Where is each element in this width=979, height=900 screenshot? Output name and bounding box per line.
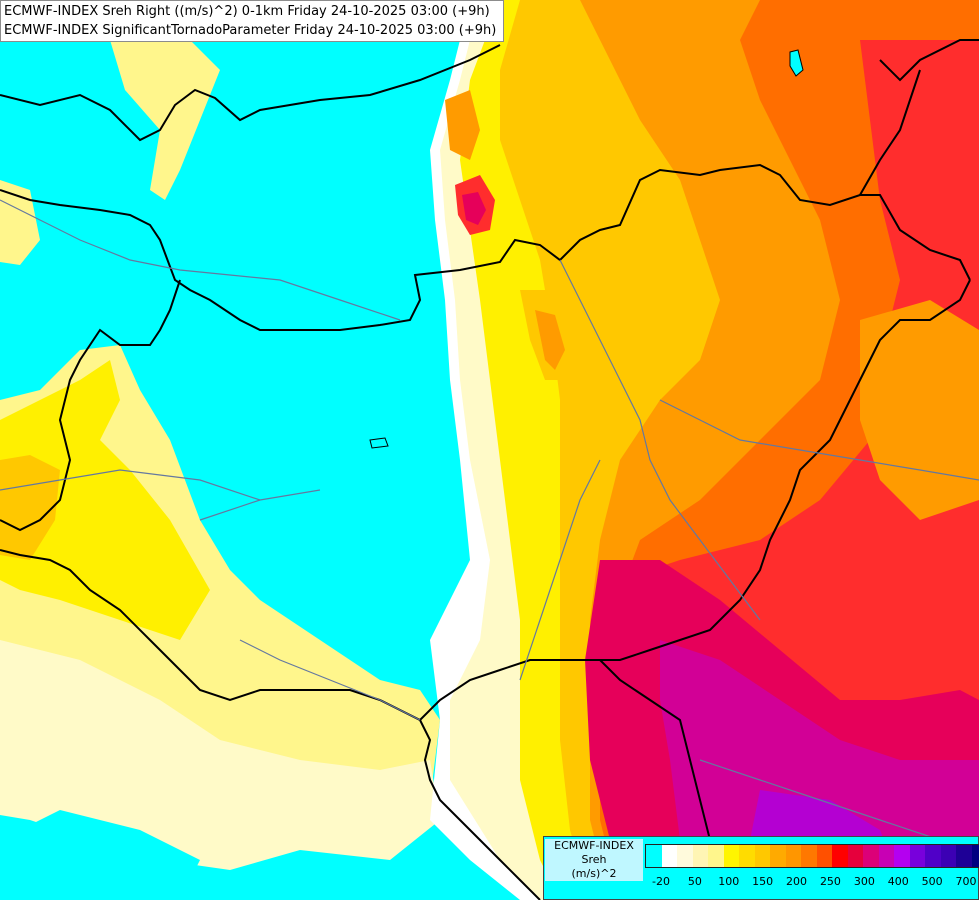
field-pale-southwest	[0, 640, 440, 870]
field-orange-north-blob	[445, 90, 480, 160]
legend-swatch-14	[863, 845, 879, 867]
legend-tick-label: 700	[955, 875, 977, 888]
legend-swatch-5	[723, 845, 739, 867]
color-legend: ECMWF-INDEX Sreh (m/s)^2 -20 50 100 150 200 2…	[543, 836, 979, 900]
border-south	[419, 719, 541, 900]
legend-source: ECMWF-INDEX	[554, 839, 634, 852]
border-north	[0, 44, 501, 142]
legend-swatch-12	[832, 845, 848, 867]
river-1	[0, 199, 401, 321]
border-hungary-south	[0, 279, 971, 722]
legend-tick-label: 150	[752, 875, 774, 888]
field-cyan-southwest	[0, 810, 200, 900]
legend-tick-label: 250	[819, 875, 841, 888]
legend-swatch-9	[785, 845, 801, 867]
title-line-2: ECMWF-INDEX SignificantTornadoParameter …	[4, 23, 497, 38]
border-northeast	[859, 69, 921, 196]
river-3	[659, 399, 979, 481]
legend-swatch-10	[801, 845, 817, 867]
legend-swatch-21	[971, 845, 979, 867]
field-yellow-north-strip	[110, 30, 220, 200]
legend-tick-label: 100	[718, 875, 740, 888]
field-crimson-north-blob	[462, 192, 486, 225]
field-gold-west	[0, 455, 60, 560]
legend-swatch-16	[894, 845, 910, 867]
lakes	[369, 49, 804, 449]
legend-swatch-4	[708, 845, 724, 867]
legend-swatch-3	[692, 845, 708, 867]
legend-swatch-1	[661, 845, 677, 867]
legend-swatch-6	[739, 845, 755, 867]
border-east	[879, 39, 979, 82]
legend-swatch-18	[925, 845, 941, 867]
border-north-west	[0, 163, 971, 331]
border-vertical-west	[0, 279, 181, 532]
legend-swatch-2	[677, 845, 693, 867]
legend-tick-label: 200	[786, 875, 808, 888]
legend-swatch-0	[646, 845, 662, 867]
river-8	[239, 639, 421, 721]
field-yellow-west	[0, 180, 40, 265]
legend-tick-label: -20	[652, 875, 670, 888]
river-2	[559, 259, 761, 621]
legend-tick-label: 400	[887, 875, 909, 888]
legend-ticks: -20 50 100 150 200 250 300 400 500 700	[639, 875, 979, 891]
legend-swatch-20	[956, 845, 972, 867]
legend-swatch-19	[940, 845, 956, 867]
legend-tick-label: 50	[687, 875, 702, 888]
legend-swatch-8	[770, 845, 786, 867]
legend-tick-label: 300	[853, 875, 875, 888]
field-magenta	[660, 640, 979, 900]
field-yellow-west-3	[0, 360, 210, 640]
field-cyan-south	[230, 860, 400, 900]
legend-swatches	[645, 844, 979, 868]
river-6	[0, 469, 261, 501]
legend-variable: Sreh	[581, 853, 607, 866]
field-orange-strip	[535, 310, 565, 370]
legend-swatch-15	[878, 845, 894, 867]
map-title-box: ECMWF-INDEX Sreh Right ((m/s)^2) 0-1km F…	[0, 0, 504, 42]
lake-2	[789, 49, 804, 77]
legend-swatch-17	[909, 845, 925, 867]
legend-swatch-13	[847, 845, 863, 867]
legend-label: ECMWF-INDEX Sreh (m/s)^2	[545, 839, 643, 881]
title-line-1: ECMWF-INDEX Sreh Right ((m/s)^2) 0-1km F…	[4, 4, 490, 19]
legend-unit: (m/s)^2	[571, 867, 617, 880]
legend-tick-label: 500	[921, 875, 943, 888]
country-borders	[0, 39, 979, 900]
legend-swatch-11	[816, 845, 832, 867]
legend-swatch-7	[754, 845, 770, 867]
river-4	[519, 459, 601, 681]
rivers	[0, 199, 979, 851]
lake-1	[369, 437, 389, 449]
